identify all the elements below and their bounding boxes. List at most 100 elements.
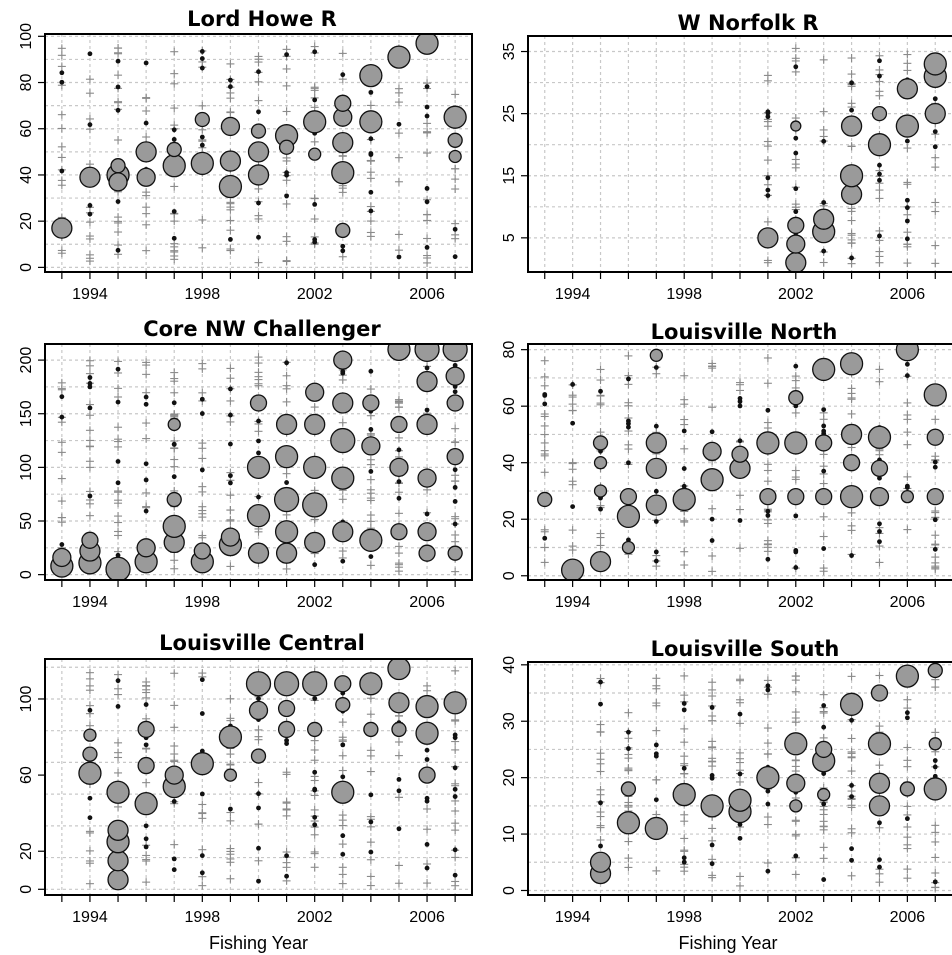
observation-cross <box>763 76 772 85</box>
observation-cross <box>142 851 151 860</box>
observation-cross <box>931 163 940 172</box>
small-catch-dot <box>793 853 799 859</box>
catch-bubble <box>162 514 186 539</box>
observation-cross <box>170 217 179 226</box>
observation-cross <box>847 238 856 247</box>
observation-cross <box>114 392 123 401</box>
small-catch-dot <box>452 786 458 792</box>
small-catch-dot <box>87 122 93 128</box>
small-catch-dot <box>452 467 458 473</box>
observation-cross <box>819 843 828 852</box>
small-catch-dot <box>115 366 121 372</box>
small-catch-dot <box>452 254 458 260</box>
panel-title: Core NW Challenger <box>143 317 381 341</box>
small-catch-dot <box>368 849 374 855</box>
observation-cross <box>57 51 66 60</box>
observation-cross <box>624 837 633 846</box>
observation-cross <box>763 547 772 556</box>
small-catch-dot <box>932 764 938 770</box>
small-catch-dot <box>143 120 149 126</box>
observation-cross <box>763 477 772 486</box>
catch-bubble <box>273 671 300 697</box>
observation-cross <box>282 199 291 208</box>
small-catch-dot <box>542 535 548 541</box>
small-catch-dot <box>452 732 458 738</box>
observation-cross <box>226 246 235 255</box>
catch-bubble <box>331 160 355 185</box>
observation-cross <box>170 255 179 264</box>
catch-bubble <box>303 110 327 134</box>
observation-cross <box>57 513 66 522</box>
small-catch-dot <box>284 193 289 199</box>
catch-bubble <box>448 149 462 164</box>
small-catch-dot <box>709 775 715 781</box>
observation-cross <box>254 375 263 384</box>
observation-cross <box>226 417 235 426</box>
observation-cross <box>142 693 151 702</box>
observation-cross <box>791 408 800 417</box>
observation-cross <box>198 502 207 511</box>
observation-cross <box>57 497 66 506</box>
catch-bubble <box>83 728 97 742</box>
observation-cross <box>423 149 432 158</box>
observation-cross <box>57 142 66 151</box>
small-catch-dot <box>793 150 799 156</box>
catch-bubble <box>277 699 296 718</box>
observation-cross <box>114 496 123 505</box>
observation-cross <box>85 426 94 435</box>
observation-cross <box>423 127 432 136</box>
x-tick-label: 2006 <box>890 909 926 926</box>
observation-cross <box>451 745 460 754</box>
observation-cross <box>282 371 291 380</box>
catch-bubble <box>868 795 891 817</box>
catch-bubble <box>166 141 182 158</box>
small-catch-dot <box>59 542 65 547</box>
observation-cross <box>85 828 94 837</box>
catch-bubble <box>162 154 186 178</box>
small-catch-dot <box>171 400 177 406</box>
small-catch-dot <box>87 211 93 217</box>
observation-cross <box>680 444 689 453</box>
observation-cross <box>540 525 549 534</box>
observation-cross <box>338 252 347 261</box>
small-catch-dot <box>424 795 430 801</box>
small-catch-dot <box>340 742 346 748</box>
small-catch-dot <box>171 474 177 480</box>
observation-cross <box>736 491 744 500</box>
observation-cross <box>451 567 460 576</box>
small-catch-dot <box>143 742 149 748</box>
observation-cross <box>142 358 151 367</box>
small-catch-dot <box>143 394 149 400</box>
observation-cross <box>57 181 66 190</box>
small-catch-dot <box>340 833 346 839</box>
catch-bubble <box>273 486 300 513</box>
observation-cross <box>394 84 403 93</box>
small-catch-dot <box>115 678 121 684</box>
small-catch-dot <box>849 717 854 723</box>
catch-bubble <box>359 63 383 88</box>
observation-cross <box>596 821 605 830</box>
y-tick-label: 80 <box>18 74 35 92</box>
small-catch-dot <box>765 193 771 199</box>
observation-cross <box>903 259 912 268</box>
observation-cross <box>680 752 689 761</box>
y-tick-label: 30 <box>501 712 518 730</box>
observation-cross <box>875 377 884 386</box>
observation-cross <box>170 242 179 251</box>
small-catch-dot <box>904 373 910 378</box>
observation-cross <box>142 106 151 115</box>
observation-cross <box>338 870 347 879</box>
small-catch-dot <box>256 791 261 797</box>
small-catch-dot <box>256 109 261 115</box>
observation-cross <box>847 409 856 418</box>
observation-cross <box>142 370 151 379</box>
observation-cross <box>254 214 263 223</box>
observation-cross <box>451 853 460 862</box>
small-catch-dot <box>424 245 430 250</box>
observation-cross <box>931 553 940 562</box>
observation-cross <box>226 108 235 117</box>
observation-cross <box>142 778 151 787</box>
small-catch-dot <box>368 819 374 825</box>
observation-cross <box>85 356 94 365</box>
observation-cross <box>624 380 633 389</box>
